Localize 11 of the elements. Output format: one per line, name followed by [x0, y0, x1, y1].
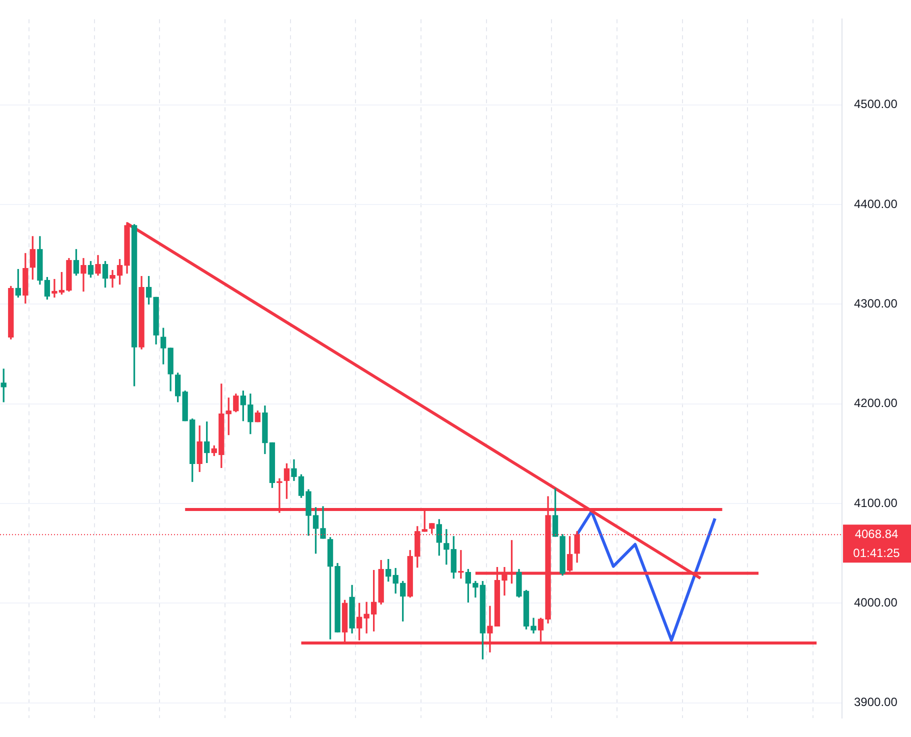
y-tick-label: 4000.00	[854, 596, 898, 610]
candlestick	[80, 258, 86, 292]
text: 01:41:25	[853, 546, 900, 560]
y-tick-label: 4500.00	[854, 97, 898, 112]
y-tick-label: 3900.00	[854, 695, 898, 710]
y-tick-label: 4400.00	[854, 196, 898, 211]
y-tick-label: 4200.00	[854, 396, 898, 410]
candlestick	[458, 550, 464, 579]
y-tick-label: 4100.00	[854, 496, 898, 510]
ref-line-label: 4068.84	[854, 526, 899, 541]
y-tick-label: 4300.00	[854, 296, 898, 311]
